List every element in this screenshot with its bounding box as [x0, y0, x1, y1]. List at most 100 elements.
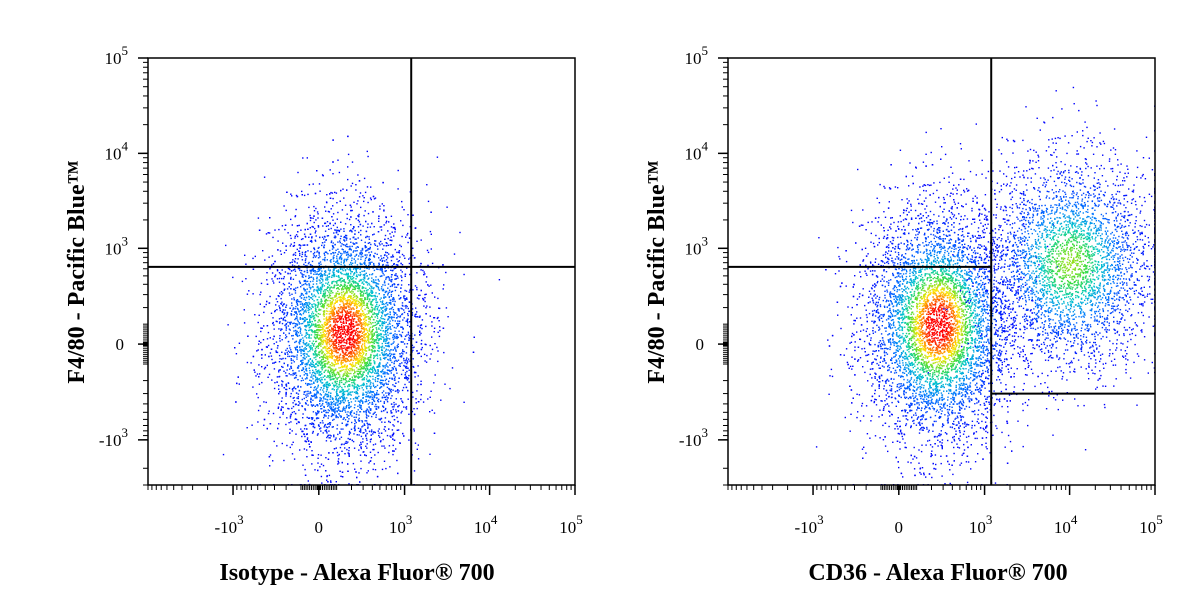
event-dot	[320, 309, 322, 311]
event-dot	[361, 387, 363, 389]
event-dot	[293, 377, 296, 379]
event-dot	[406, 334, 408, 336]
event-dot	[333, 254, 335, 257]
event-dot	[350, 263, 353, 265]
event-dot	[317, 360, 319, 363]
event-dot	[268, 302, 271, 304]
event-dot	[385, 220, 388, 222]
event-dot	[383, 303, 385, 306]
event-dot	[345, 260, 348, 262]
event-dot	[367, 324, 369, 327]
event-dot	[337, 404, 339, 406]
event-dot	[376, 320, 378, 322]
event-dot	[315, 207, 317, 210]
event-dot	[394, 286, 396, 288]
event-dot	[350, 391, 352, 393]
event-dot	[451, 367, 454, 369]
event-dot	[327, 411, 329, 414]
event-dot	[324, 341, 327, 343]
event-dot	[333, 232, 335, 234]
event-dot	[392, 408, 394, 411]
event-dot	[365, 375, 368, 377]
event-dot	[366, 254, 368, 256]
event-dot	[363, 197, 365, 199]
event-dot	[300, 328, 302, 330]
event-dot	[337, 229, 340, 232]
event-dot	[317, 462, 319, 464]
event-dot	[360, 256, 362, 258]
event-dot	[413, 408, 415, 410]
event-dot	[371, 273, 374, 275]
event-dot	[327, 296, 329, 299]
event-dot	[302, 339, 305, 341]
event-dot	[339, 438, 341, 440]
event-dot	[266, 364, 268, 367]
event-dot	[312, 277, 314, 279]
event-dot	[361, 362, 364, 364]
event-dot	[384, 447, 386, 449]
event-dot	[392, 444, 394, 447]
event-dot	[286, 369, 288, 371]
event-dot	[383, 321, 385, 323]
event-dot	[265, 346, 268, 348]
event-dot	[373, 325, 375, 327]
event-dot	[323, 285, 326, 287]
event-dot	[281, 380, 283, 382]
event-dot	[332, 213, 335, 215]
event-dot	[272, 460, 274, 462]
event-dot	[351, 182, 354, 185]
event-dot	[364, 297, 366, 299]
event-dot	[384, 357, 386, 359]
event-dot	[355, 278, 357, 280]
event-dot	[299, 330, 301, 333]
event-dot	[342, 285, 344, 287]
event-dot	[325, 430, 328, 433]
event-dot	[337, 377, 339, 379]
event-dot	[335, 229, 337, 231]
event-dot	[290, 362, 293, 364]
event-dot	[345, 234, 348, 237]
event-dot	[431, 336, 433, 338]
event-dot	[356, 299, 358, 301]
event-dot	[390, 269, 392, 271]
event-dot	[303, 355, 306, 357]
event-dot	[314, 305, 316, 307]
event-dot	[279, 337, 281, 340]
event-dot	[306, 284, 308, 286]
event-dot	[327, 335, 329, 337]
event-dot	[386, 362, 389, 364]
event-dot	[338, 372, 340, 375]
event-dot	[283, 276, 285, 278]
event-dot	[335, 391, 338, 393]
event-dot	[323, 321, 326, 324]
event-dot	[366, 324, 368, 326]
event-dot	[384, 345, 387, 347]
event-dot	[407, 318, 409, 320]
event-dot	[361, 343, 364, 345]
event-dot	[343, 299, 345, 301]
event-dot	[350, 401, 353, 403]
event-dot	[348, 388, 350, 390]
event-dot	[372, 322, 374, 324]
event-dot	[364, 348, 366, 350]
event-dot	[336, 424, 339, 426]
event-dot	[358, 347, 360, 349]
event-dot	[420, 332, 422, 335]
event-dot	[373, 342, 375, 345]
event-dot	[295, 332, 297, 334]
event-dot	[372, 468, 374, 471]
event-dot	[254, 314, 256, 316]
event-dot	[382, 322, 384, 324]
event-dot	[361, 310, 364, 312]
event-dot	[383, 394, 385, 396]
event-dot	[340, 400, 342, 402]
event-dot	[369, 263, 371, 265]
event-dot	[301, 251, 304, 254]
event-dot	[325, 317, 327, 320]
event-dot	[342, 302, 344, 304]
event-dot	[392, 254, 394, 256]
event-dot	[341, 286, 344, 288]
event-dot	[323, 353, 326, 355]
event-dot	[374, 355, 376, 357]
event-dot	[341, 393, 344, 395]
